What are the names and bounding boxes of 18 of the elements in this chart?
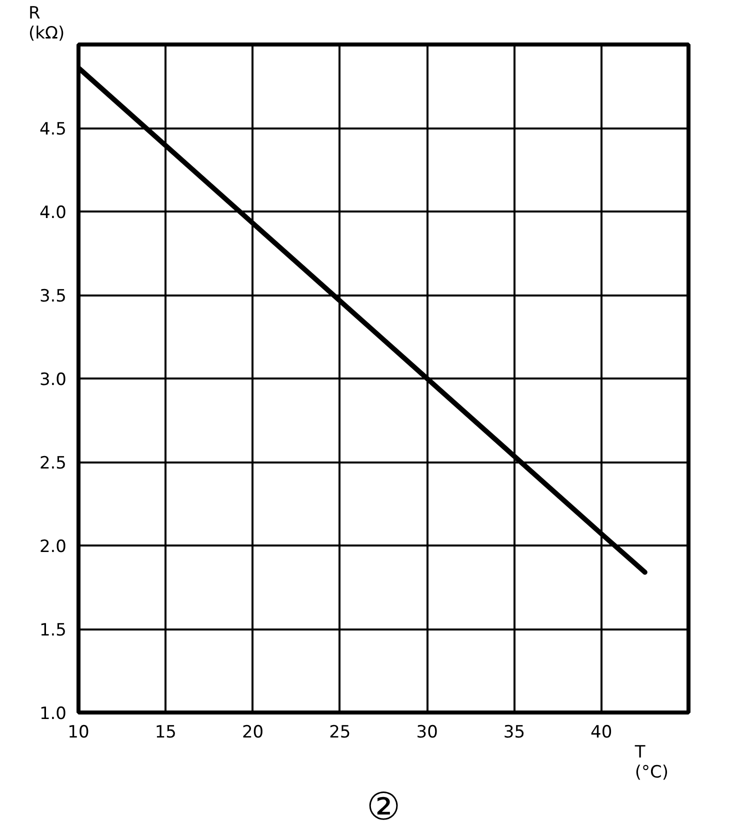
x-tick-label: 40 [590, 722, 612, 742]
x-tick-label: 30 [416, 722, 438, 742]
x-tick-label: 35 [503, 722, 526, 742]
text: ② [366, 784, 401, 828]
y-tick-label: 2.5 [39, 454, 67, 474]
x-tick-label: 15 [154, 722, 176, 742]
y-tick-label: 2.0 [39, 537, 67, 557]
x-tick-label: 20 [242, 722, 264, 742]
y-tick-label: 1.5 [39, 620, 67, 640]
y-tick-label: 4.0 [39, 203, 67, 223]
y-tick-label: 4.5 [39, 120, 67, 140]
y-tick-label: 1.0 [39, 704, 67, 724]
x-tick-label: 10 [68, 722, 90, 742]
x-axis-title: T (°C) [634, 742, 669, 782]
y-tick-label: 3.5 [39, 286, 67, 306]
x-tick-label: 25 [329, 722, 351, 742]
y-tick-label: 3.0 [39, 370, 67, 390]
y-axis-title: R (kΩ) [28, 4, 65, 44]
